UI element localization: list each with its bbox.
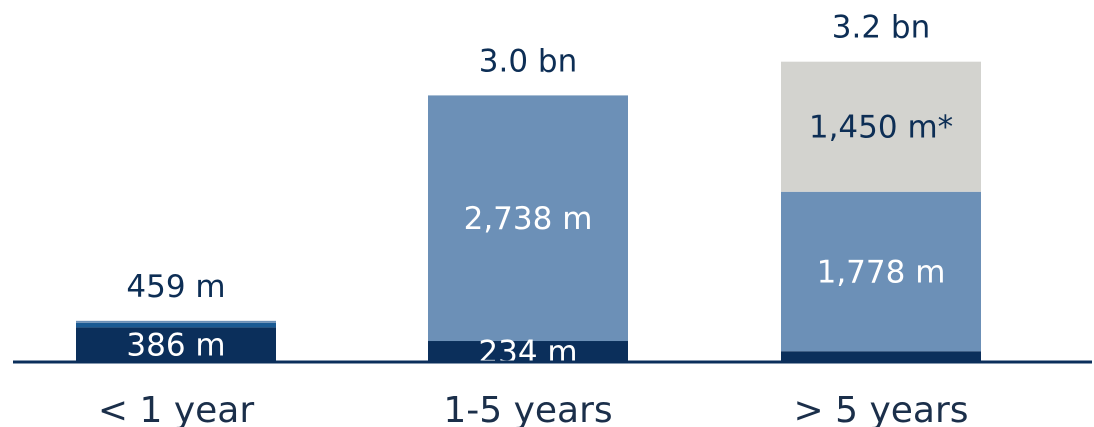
bar-segment: [428, 341, 628, 362]
bar-segment: [781, 351, 981, 362]
category-label: 1-5 years: [443, 390, 612, 427]
segment-value-label: 2,738 m: [464, 201, 593, 237]
bar-segment: [781, 61, 981, 192]
segment-value-label: 1,450 m*: [809, 110, 953, 146]
bar-segment: [76, 322, 276, 328]
bar-segment: [76, 320, 276, 323]
segment-value-label: 386 m: [126, 328, 225, 364]
bar-total-label: 3.2 bn: [832, 10, 930, 46]
bar-segment: [76, 327, 276, 362]
bar-total-label: 3.0 bn: [479, 43, 577, 79]
segment-value-label: 1,778 m: [817, 254, 946, 290]
bar-segment: [781, 191, 981, 352]
category-label: > 5 years: [793, 390, 968, 427]
segment-value-label: 234 m: [478, 335, 577, 371]
bar-total-label: 459 m: [126, 269, 225, 305]
category-label: < 1 year: [98, 390, 254, 427]
bar-segment: [428, 95, 628, 342]
